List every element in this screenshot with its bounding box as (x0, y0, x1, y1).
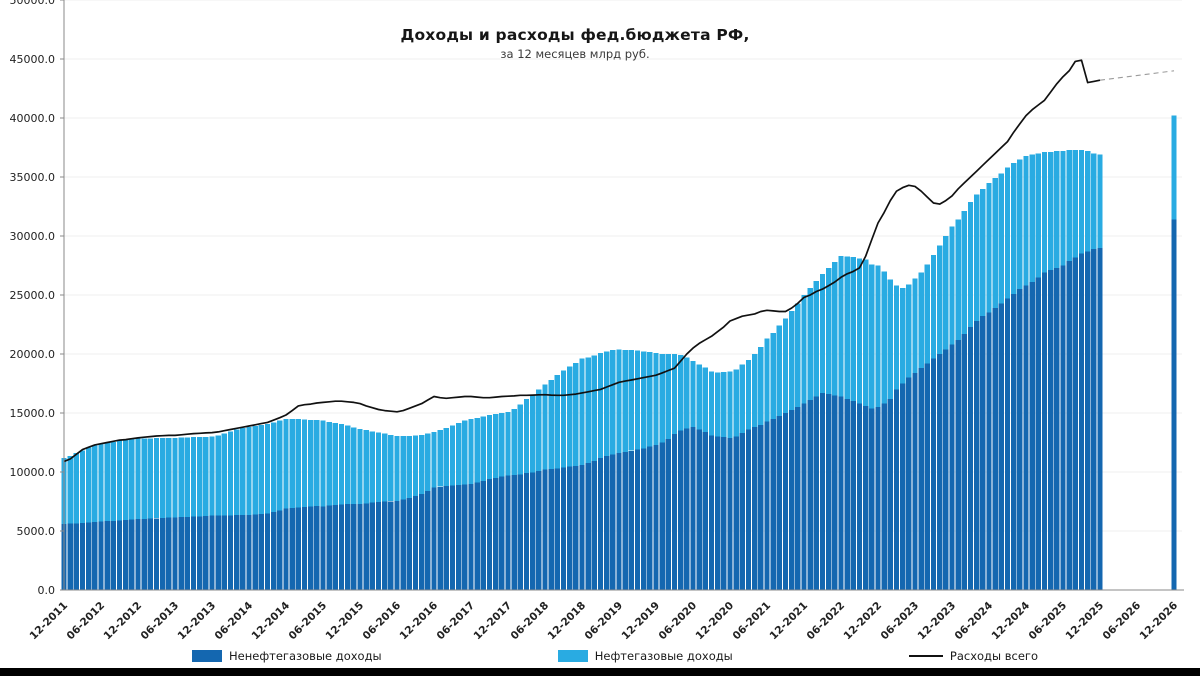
svg-text:06-2025: 06-2025 (1027, 600, 1070, 643)
svg-text:12-2016: 12-2016 (398, 600, 441, 643)
y-axis-labels: 0.0 5000.0 10000.0 15000.0 20000.0 25000.0 300… (10, 0, 64, 597)
svg-text:35000.0: 35000.0 (10, 171, 56, 184)
oilgas-revenue-swatch-icon (557, 650, 588, 662)
svg-text:06-2013: 06-2013 (139, 600, 182, 643)
legend-item-oilgas-revenue: Нефтегазовые доходы (557, 649, 733, 663)
expenses-line-swatch-icon (908, 655, 943, 657)
svg-text:12-2021: 12-2021 (768, 600, 811, 643)
bottom-black-bar (0, 668, 1200, 676)
legend-label-oilgas-revenue: Нефтегазовые доходы (594, 649, 733, 663)
svg-text:06-2018: 06-2018 (509, 600, 552, 643)
expenses-forecast-line (1099, 70, 1175, 81)
svg-text:45000.0: 45000.0 (10, 53, 56, 66)
svg-text:0.0: 0.0 (38, 584, 56, 597)
bars-oilgas-revenue (61, 115, 1177, 524)
svg-text:06-2019: 06-2019 (583, 600, 626, 643)
svg-text:12-2020: 12-2020 (694, 600, 737, 643)
svg-text:06-2020: 06-2020 (657, 600, 700, 643)
x-axis-labels: 12-201106-201212-201206-201312-201306-20… (28, 600, 1181, 643)
svg-text:10000.0: 10000.0 (10, 466, 56, 479)
svg-text:12-2015: 12-2015 (324, 600, 367, 643)
svg-text:40000.0: 40000.0 (10, 112, 56, 125)
svg-text:30000.0: 30000.0 (10, 230, 56, 243)
svg-text:12-2022: 12-2022 (842, 600, 885, 643)
svg-text:06-2023: 06-2023 (879, 600, 922, 643)
svg-text:15000.0: 15000.0 (10, 407, 56, 420)
legend-label-expenses: Расходы всего (949, 649, 1038, 663)
legend-label-nonoil-revenue: Ненефтегазовые доходы (229, 649, 382, 663)
svg-text:12-2013: 12-2013 (176, 600, 219, 643)
svg-text:12-2012: 12-2012 (102, 600, 145, 643)
svg-text:50000.0: 50000.0 (10, 0, 56, 7)
svg-text:06-2022: 06-2022 (805, 600, 848, 643)
svg-text:06-2017: 06-2017 (435, 600, 478, 643)
svg-text:25000.0: 25000.0 (10, 289, 56, 302)
svg-text:12-2019: 12-2019 (620, 600, 663, 643)
nonoil-revenue-swatch-icon (192, 650, 222, 662)
svg-text:06-2016: 06-2016 (361, 600, 404, 643)
expenses-line (63, 59, 1101, 463)
svg-text:06-2012: 06-2012 (65, 600, 108, 643)
budget-chart-plot: 0.0 5000.0 10000.0 15000.0 20000.0 25000.0 300… (10, 0, 1184, 643)
svg-text:12-2026: 12-2026 (1138, 600, 1181, 643)
svg-text:12-2025: 12-2025 (1064, 600, 1107, 643)
svg-text:12-2018: 12-2018 (546, 600, 589, 643)
svg-text:06-2026: 06-2026 (1101, 600, 1144, 643)
svg-text:12-2017: 12-2017 (472, 600, 515, 643)
legend-item-nonoil-revenue: Ненефтегазовые доходы (192, 649, 382, 663)
svg-text:12-2011: 12-2011 (28, 600, 71, 643)
legend-item-expenses: Расходы всего (908, 649, 1038, 663)
svg-text:12-2024: 12-2024 (990, 600, 1033, 643)
svg-text:20000.0: 20000.0 (10, 348, 56, 361)
svg-text:5000.0: 5000.0 (17, 525, 56, 538)
svg-text:06-2015: 06-2015 (287, 600, 330, 643)
chart-legend: Ненефтегазовые доходы Нефтегазовые доход… (192, 649, 1038, 663)
svg-text:06-2021: 06-2021 (731, 600, 774, 643)
svg-text:12-2014: 12-2014 (250, 600, 293, 643)
svg-text:12-2023: 12-2023 (916, 600, 959, 643)
svg-text:06-2024: 06-2024 (953, 600, 996, 643)
svg-text:06-2014: 06-2014 (213, 600, 256, 643)
